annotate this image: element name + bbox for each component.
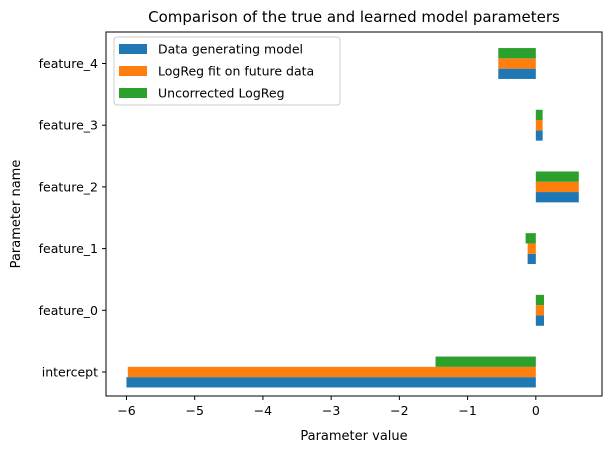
bar-feature_3-3 bbox=[535, 109, 543, 121]
bar-feature_4-2 bbox=[498, 58, 536, 69]
legend-swatch-3 bbox=[119, 88, 147, 98]
bar-feature_4-1 bbox=[498, 68, 536, 79]
x-tick-label: 0 bbox=[532, 403, 540, 418]
bar-feature_3-1 bbox=[535, 130, 543, 141]
legend-swatch-2 bbox=[119, 66, 147, 76]
x-tick-label: −5 bbox=[185, 403, 203, 418]
y-tick-label: feature_4 bbox=[39, 56, 98, 71]
bar-feature_2-3 bbox=[535, 171, 579, 182]
bar-feature_1-3 bbox=[525, 233, 536, 244]
x-tick-label: −2 bbox=[390, 403, 408, 418]
legend: Data generating model LogReg fit on futur… bbox=[113, 36, 341, 106]
x-tick-label: −1 bbox=[458, 403, 476, 418]
plot-bars bbox=[126, 48, 579, 388]
y-tick-label: intercept bbox=[42, 365, 98, 380]
bar-feature_0-2 bbox=[535, 305, 545, 316]
bar-feature_0-1 bbox=[535, 315, 545, 326]
y-tick-label: feature_0 bbox=[39, 303, 98, 318]
bar-feature_4-3 bbox=[498, 48, 536, 59]
bar-feature_0-3 bbox=[535, 294, 545, 306]
legend-label-1: Data generating model bbox=[158, 42, 303, 57]
legend-swatch-1 bbox=[119, 44, 147, 54]
bar-feature_2-1 bbox=[535, 192, 579, 203]
legend-label-2: LogReg fit on future data bbox=[158, 64, 314, 79]
y-tick-label: feature_2 bbox=[39, 179, 98, 194]
x-tick-label: −6 bbox=[117, 403, 135, 418]
bar-intercept-3 bbox=[435, 356, 536, 367]
y-tick-label: feature_3 bbox=[39, 118, 98, 133]
chart-title: Comparison of the true and learned model… bbox=[148, 8, 560, 26]
y-axis-label: Parameter name bbox=[9, 160, 24, 269]
x-axis-label: Parameter value bbox=[300, 429, 407, 444]
y-tick-label: feature_1 bbox=[39, 241, 98, 256]
bar-intercept-2 bbox=[127, 366, 536, 378]
bar-feature_1-2 bbox=[527, 243, 536, 254]
bar-feature_3-2 bbox=[535, 120, 543, 131]
x-tick-label: −3 bbox=[322, 403, 340, 418]
x-tick-label: −4 bbox=[254, 403, 272, 418]
y-axis-ticks: intercept feature_0 feature_1 feature_2 feat… bbox=[39, 56, 106, 380]
bar-feature_2-2 bbox=[535, 181, 579, 193]
x-axis-ticks: −6 −5 −4 −3 −2 −1 0 bbox=[117, 396, 540, 418]
bar-feature_1-1 bbox=[527, 253, 536, 265]
bar-intercept-1 bbox=[126, 377, 536, 388]
legend-box bbox=[113, 36, 341, 106]
legend-label-3: Uncorrected LogReg bbox=[158, 86, 285, 101]
plot-frame bbox=[105, 31, 603, 397]
